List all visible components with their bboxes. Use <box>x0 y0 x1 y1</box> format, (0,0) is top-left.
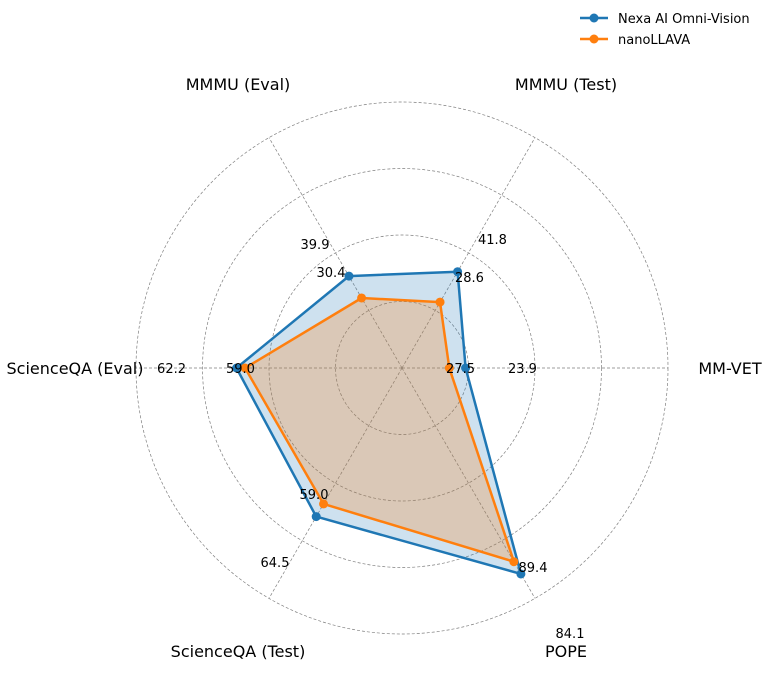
legend: Nexa AI Omni-Vision nanoLLAVA <box>580 12 750 48</box>
series-point-nexa-ai-omni-vision-mmmu-eval <box>344 271 354 281</box>
legend-marker-nanollava <box>589 34 599 44</box>
series-point-nexa-ai-omni-vision-mm-vet <box>461 363 471 373</box>
series-point-nanollava-mmmu-eval <box>357 293 367 303</box>
series-point-nanollava-scienceqa-eval <box>240 363 250 373</box>
grid-ring-3 <box>202 168 602 568</box>
radar-series <box>232 267 526 579</box>
legend-label-nanollava: nanoLLAVA <box>618 33 690 48</box>
series-point-nanollava-mm-vet <box>444 363 454 373</box>
data-labels: 23.9 41.8 39.9 62.2 64.5 84.1 27.5 28.6 30.4 59.0… <box>157 233 584 642</box>
series-area-nanollava <box>245 298 514 562</box>
data-label-nexa-ai-omni-vision-mmmu-test: 41.8 <box>478 233 507 248</box>
data-label-nexa-ai-omni-vision-pope: 84.1 <box>556 627 585 642</box>
data-label-nexa-ai-omni-vision-mmmu-eval: 39.9 <box>301 238 330 253</box>
series-point-nanollava-pope <box>509 557 519 567</box>
series-point-nexa-ai-omni-vision-scienceqa-test <box>311 512 321 522</box>
axis-label-mmmu-eval: MMMU (Eval) <box>186 75 291 94</box>
axis-labels: MM-VET MMMU (Test) MMMU (Eval) ScienceQA (E… <box>7 75 762 661</box>
data-label-nanollava-scienceqa-eval: 59.0 <box>226 362 255 377</box>
series-point-nanollava-scienceqa-test <box>319 499 329 509</box>
data-label-nanollava-mmmu-eval: 30.4 <box>317 266 346 281</box>
legend-marker-omni-vision <box>589 13 599 23</box>
spoke-mmmu-eval <box>268 137 403 369</box>
series-point-nanollava-mmmu-test <box>435 297 445 307</box>
data-label-nexa-ai-omni-vision-mm-vet: 23.9 <box>508 362 537 377</box>
axis-label-mmmu-test: MMMU (Test) <box>515 75 617 94</box>
axis-label-pope: POPE <box>545 642 587 661</box>
data-label-nanollava-scienceqa-test: 59.0 <box>300 488 329 503</box>
series-point-nexa-ai-omni-vision-pope <box>516 569 526 579</box>
data-label-nanollava-mmmu-test: 28.6 <box>455 271 484 286</box>
axis-label-scienceqa-eval: ScienceQA (Eval) <box>7 359 144 378</box>
radar-grid <box>135 101 669 635</box>
axis-label-mm-vet: MM-VET <box>698 359 762 378</box>
data-label-nanollava-pope: 89.4 <box>519 561 548 576</box>
data-label-nexa-ai-omni-vision-scienceqa-test: 64.5 <box>261 556 290 571</box>
series-point-nexa-ai-omni-vision-scienceqa-eval <box>232 363 242 373</box>
spoke-scienceqa-test <box>268 367 403 599</box>
series-point-nexa-ai-omni-vision-mmmu-test <box>453 267 463 277</box>
axis-label-scienceqa-test: ScienceQA (Test) <box>171 642 306 661</box>
data-label-nexa-ai-omni-vision-scienceqa-eval: 62.2 <box>157 362 186 377</box>
spoke-mmmu-test <box>401 137 536 369</box>
data-label-nanollava-mm-vet: 27.5 <box>446 362 475 377</box>
legend-label-omni-vision: Nexa AI Omni-Vision <box>618 12 750 27</box>
